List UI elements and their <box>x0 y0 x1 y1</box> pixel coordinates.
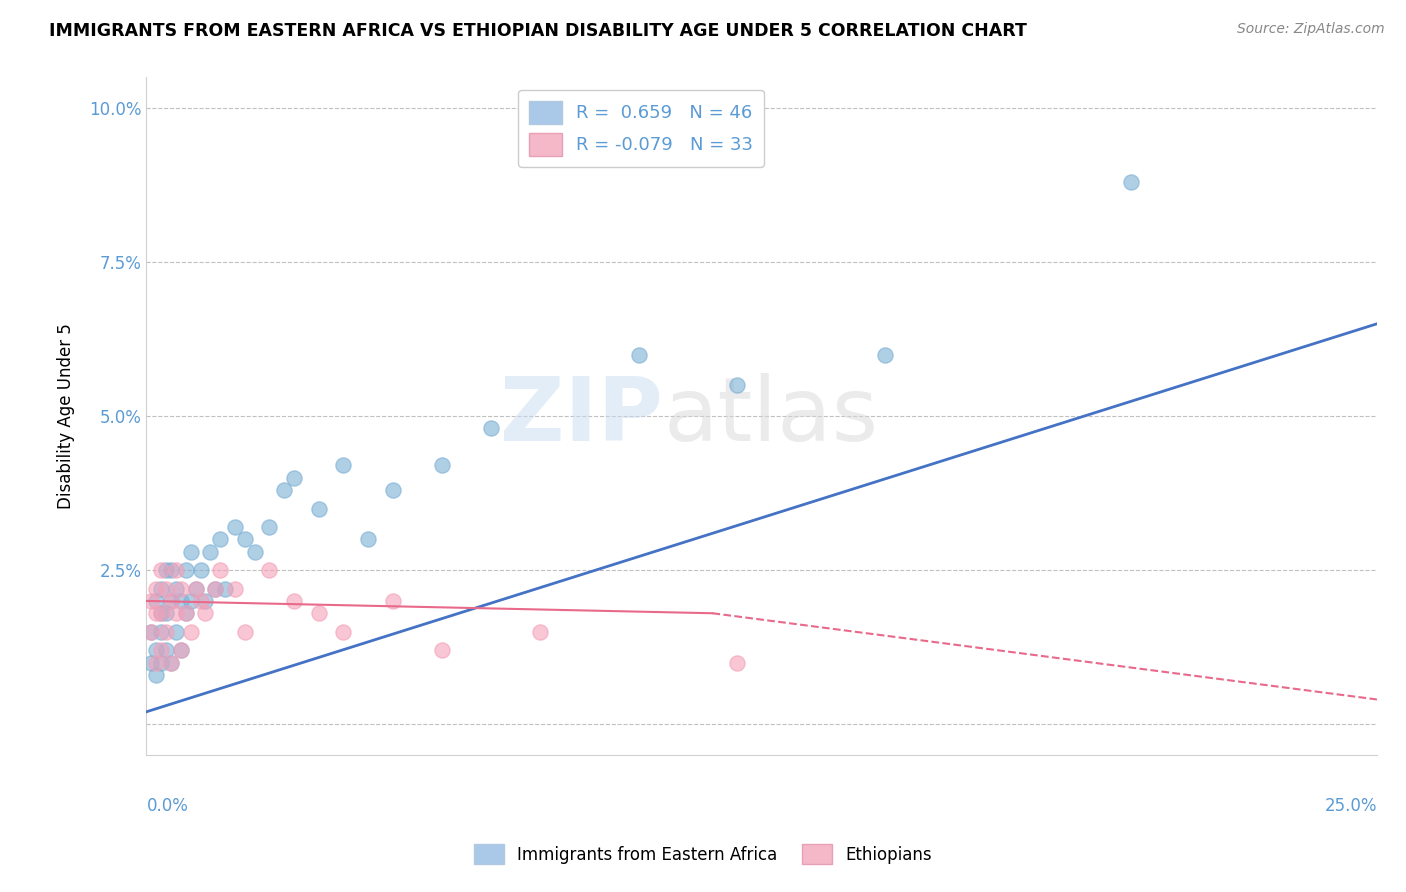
Point <box>184 582 207 596</box>
Point <box>190 594 212 608</box>
Point <box>160 594 183 608</box>
Point <box>155 563 177 577</box>
Point <box>725 378 748 392</box>
Point <box>273 483 295 497</box>
Point <box>170 594 193 608</box>
Point <box>145 606 167 620</box>
Y-axis label: Disability Age Under 5: Disability Age Under 5 <box>58 323 75 509</box>
Text: IMMIGRANTS FROM EASTERN AFRICA VS ETHIOPIAN DISABILITY AGE UNDER 5 CORRELATION C: IMMIGRANTS FROM EASTERN AFRICA VS ETHIOP… <box>49 22 1028 40</box>
Text: 0.0%: 0.0% <box>146 797 188 814</box>
Legend: Immigrants from Eastern Africa, Ethiopians: Immigrants from Eastern Africa, Ethiopia… <box>467 838 939 871</box>
Point <box>170 643 193 657</box>
Point <box>160 594 183 608</box>
Point <box>165 624 187 639</box>
Point <box>174 606 197 620</box>
Point <box>308 606 330 620</box>
Point <box>141 594 163 608</box>
Text: atlas: atlas <box>664 373 879 459</box>
Point <box>233 533 256 547</box>
Point <box>145 594 167 608</box>
Point <box>155 606 177 620</box>
Point <box>170 643 193 657</box>
Text: ZIP: ZIP <box>501 373 664 459</box>
Point <box>725 656 748 670</box>
Point <box>160 656 183 670</box>
Point <box>381 483 404 497</box>
Point <box>145 656 167 670</box>
Point <box>627 348 650 362</box>
Point <box>283 471 305 485</box>
Point <box>180 624 202 639</box>
Point <box>150 643 173 657</box>
Point <box>141 624 163 639</box>
Point <box>529 624 551 639</box>
Point <box>165 582 187 596</box>
Point <box>224 582 246 596</box>
Point <box>145 668 167 682</box>
Point <box>259 520 281 534</box>
Point <box>1119 175 1142 189</box>
Point <box>155 624 177 639</box>
Point <box>204 582 226 596</box>
Point <box>141 656 163 670</box>
Point <box>194 606 217 620</box>
Point <box>155 643 177 657</box>
Point <box>283 594 305 608</box>
Point <box>150 624 173 639</box>
Point <box>141 624 163 639</box>
Point <box>209 563 232 577</box>
Point <box>145 643 167 657</box>
Text: 25.0%: 25.0% <box>1324 797 1376 814</box>
Point <box>214 582 236 596</box>
Point <box>174 563 197 577</box>
Point <box>150 606 173 620</box>
Point <box>259 563 281 577</box>
Point <box>155 582 177 596</box>
Point <box>150 606 173 620</box>
Point <box>204 582 226 596</box>
Point <box>174 606 197 620</box>
Legend: R =  0.659   N = 46, R = -0.079   N = 33: R = 0.659 N = 46, R = -0.079 N = 33 <box>519 90 763 167</box>
Point <box>150 563 173 577</box>
Point <box>243 544 266 558</box>
Point <box>200 544 222 558</box>
Point <box>224 520 246 534</box>
Point <box>194 594 217 608</box>
Point <box>180 544 202 558</box>
Point <box>430 643 453 657</box>
Point <box>357 533 380 547</box>
Point <box>190 563 212 577</box>
Point <box>381 594 404 608</box>
Point <box>160 563 183 577</box>
Point <box>170 582 193 596</box>
Point <box>160 656 183 670</box>
Point <box>873 348 896 362</box>
Point <box>430 458 453 473</box>
Point <box>308 501 330 516</box>
Point <box>479 421 502 435</box>
Point <box>145 582 167 596</box>
Point <box>150 582 173 596</box>
Point <box>165 563 187 577</box>
Point <box>209 533 232 547</box>
Point <box>150 656 173 670</box>
Point <box>165 606 187 620</box>
Point <box>332 458 354 473</box>
Point <box>184 582 207 596</box>
Text: Source: ZipAtlas.com: Source: ZipAtlas.com <box>1237 22 1385 37</box>
Point <box>332 624 354 639</box>
Point <box>180 594 202 608</box>
Point <box>233 624 256 639</box>
